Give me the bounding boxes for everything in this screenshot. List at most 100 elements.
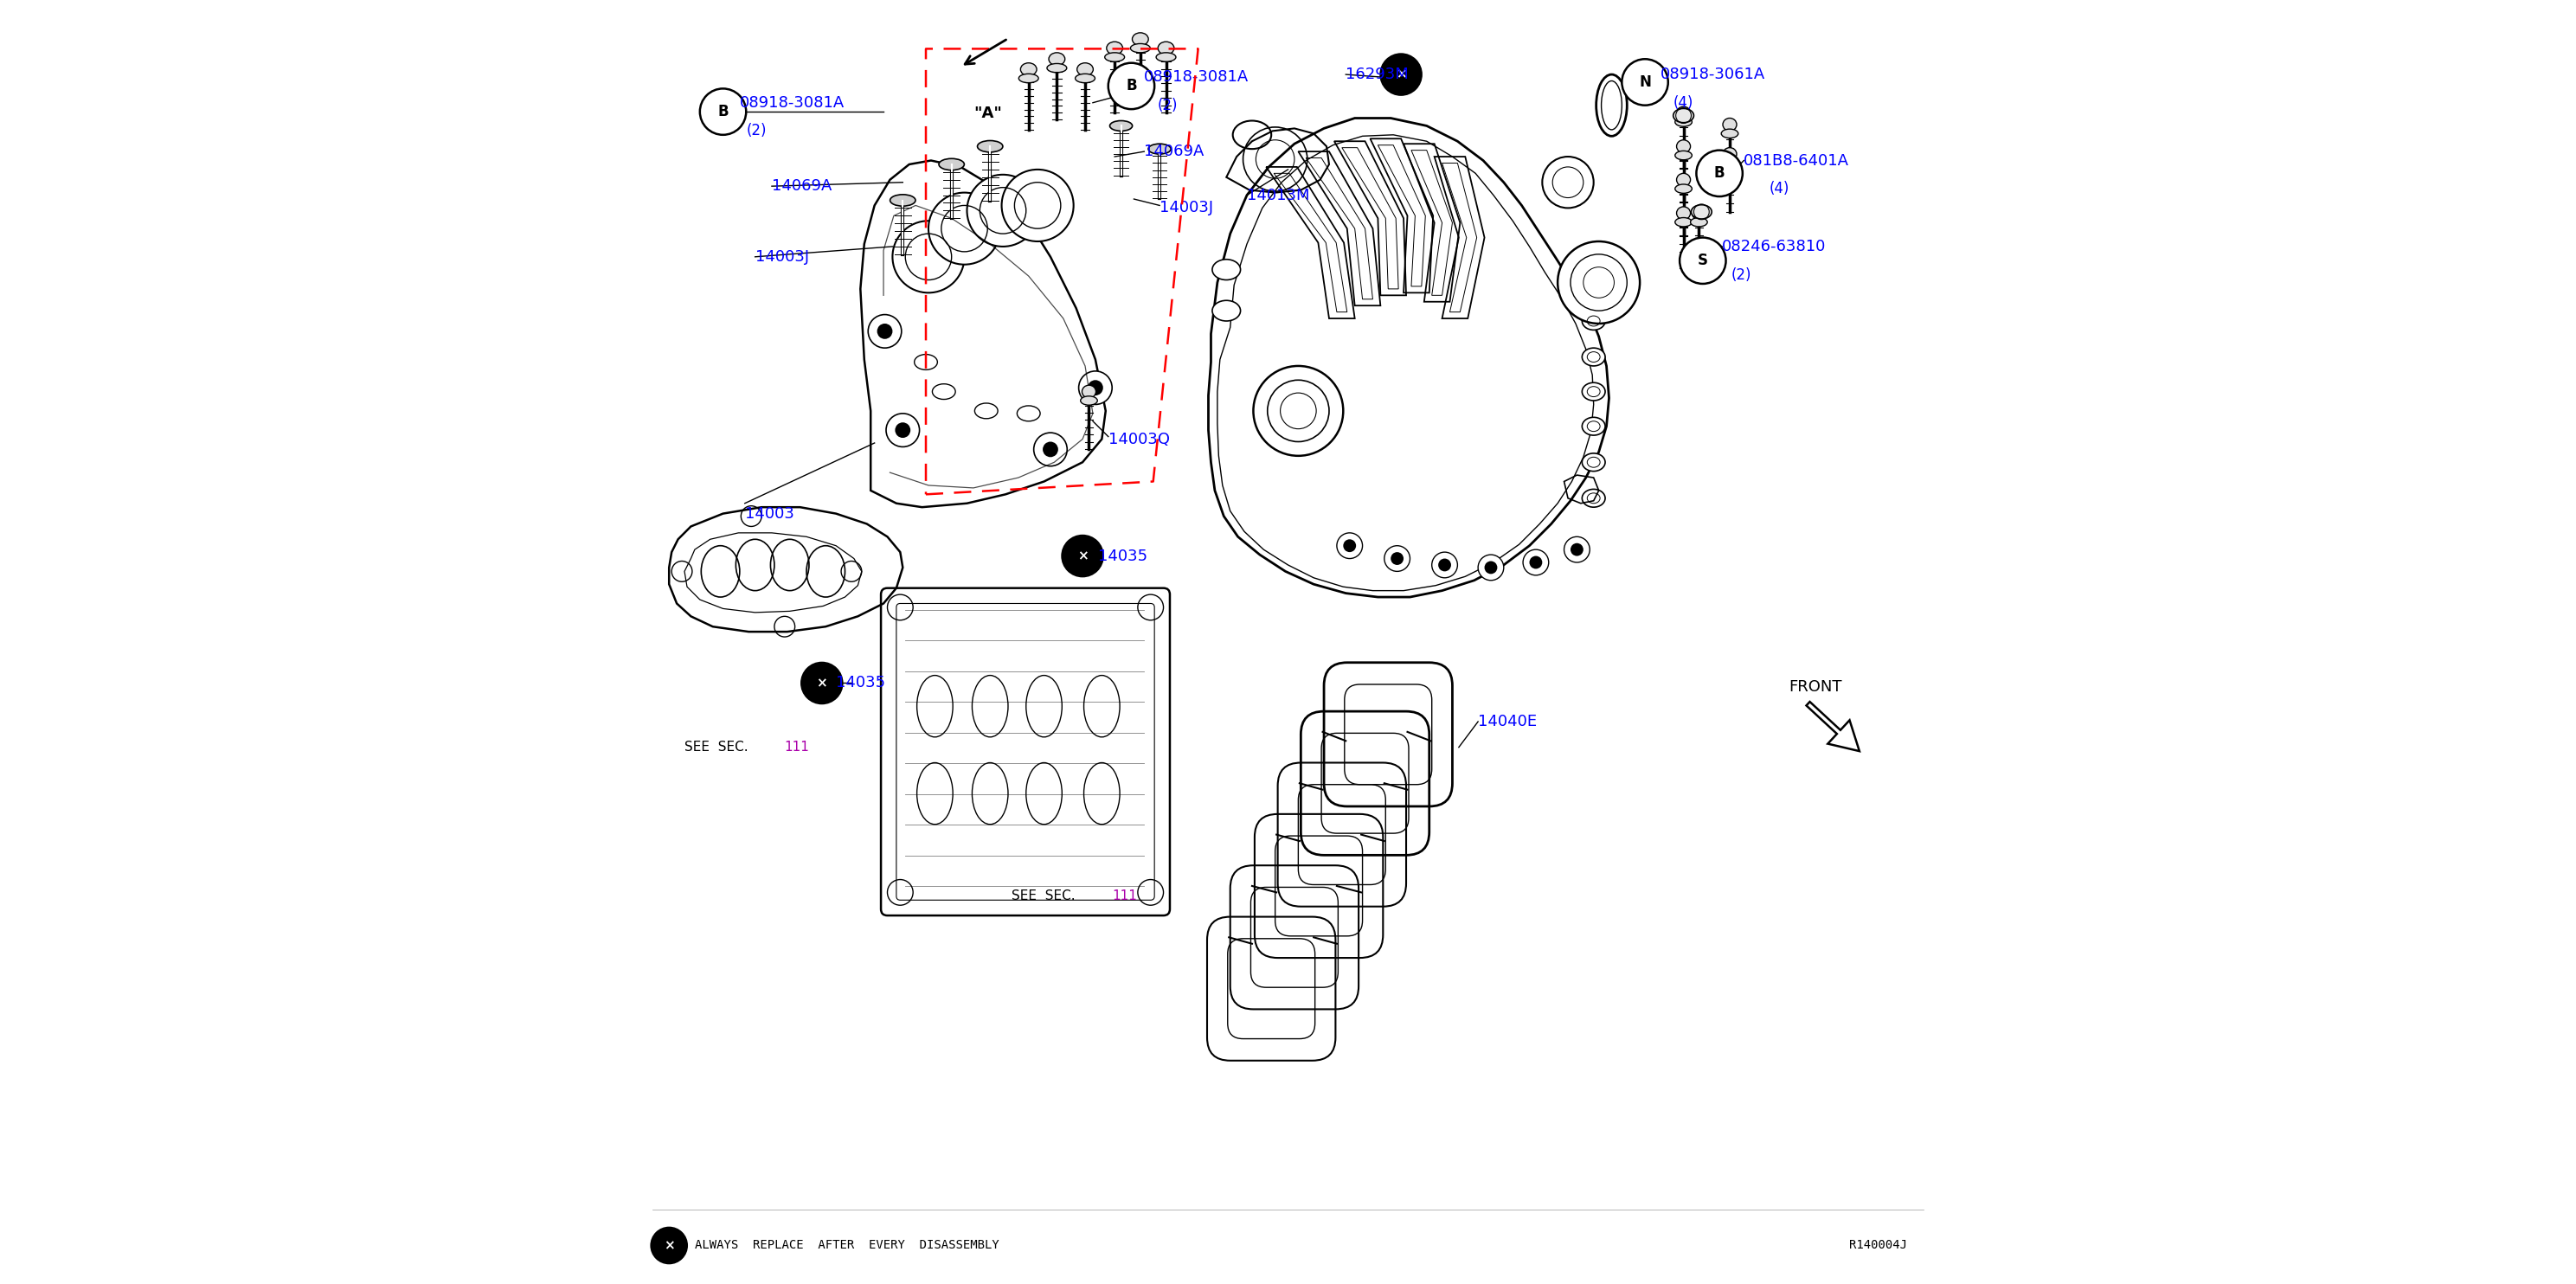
Circle shape [1558, 241, 1641, 324]
Ellipse shape [1677, 107, 1690, 119]
Circle shape [652, 1228, 688, 1263]
Ellipse shape [1105, 53, 1126, 62]
Text: 081B8-6401A: 081B8-6401A [1744, 153, 1850, 168]
Text: 14013M: 14013M [1247, 187, 1309, 203]
Ellipse shape [1677, 140, 1690, 153]
Ellipse shape [1674, 218, 1692, 227]
Circle shape [966, 175, 1038, 247]
Circle shape [894, 422, 909, 438]
Circle shape [1564, 537, 1589, 562]
Ellipse shape [1082, 385, 1095, 398]
Circle shape [701, 89, 747, 135]
Circle shape [1002, 169, 1074, 241]
Text: 14003J: 14003J [755, 249, 809, 265]
Ellipse shape [974, 403, 997, 419]
Text: 14003Q: 14003Q [1108, 431, 1170, 447]
Circle shape [1087, 380, 1103, 395]
Ellipse shape [1674, 109, 1695, 123]
Circle shape [1079, 371, 1113, 404]
Ellipse shape [976, 140, 1002, 153]
Ellipse shape [1213, 300, 1242, 321]
Ellipse shape [1131, 44, 1151, 53]
Circle shape [1698, 150, 1741, 196]
Ellipse shape [1046, 63, 1066, 72]
Text: 16293M: 16293M [1345, 67, 1409, 82]
Ellipse shape [1723, 148, 1736, 160]
Text: ×: × [1396, 68, 1406, 81]
Circle shape [1437, 559, 1450, 571]
Circle shape [876, 324, 891, 339]
Text: ALWAYS  REPLACE  AFTER  EVERY  DISASSEMBLY: ALWAYS REPLACE AFTER EVERY DISASSEMBLY [696, 1239, 999, 1252]
Ellipse shape [914, 354, 938, 370]
Ellipse shape [1077, 63, 1092, 76]
Ellipse shape [1157, 53, 1175, 62]
Circle shape [1522, 550, 1548, 575]
Text: 14069A: 14069A [1144, 144, 1203, 159]
Text: 14040E: 14040E [1479, 714, 1538, 729]
Circle shape [1381, 54, 1422, 95]
Ellipse shape [933, 384, 956, 399]
Text: (2): (2) [747, 123, 768, 139]
Circle shape [1383, 546, 1409, 571]
Circle shape [886, 413, 920, 447]
Text: 14035: 14035 [837, 675, 886, 691]
Text: SEE  SEC.: SEE SEC. [1012, 890, 1077, 903]
Ellipse shape [1723, 118, 1736, 131]
Text: (2): (2) [1731, 267, 1752, 282]
Circle shape [1342, 539, 1355, 552]
Circle shape [1043, 442, 1059, 457]
Text: 111: 111 [786, 741, 809, 754]
Circle shape [1391, 552, 1404, 565]
Circle shape [1108, 63, 1154, 109]
Text: ×: × [665, 1239, 675, 1252]
Circle shape [1255, 366, 1342, 456]
Ellipse shape [891, 194, 914, 207]
Ellipse shape [1692, 205, 1713, 220]
Text: B: B [719, 104, 729, 119]
Ellipse shape [1048, 53, 1064, 65]
Ellipse shape [1018, 74, 1038, 82]
Ellipse shape [1159, 41, 1175, 55]
Ellipse shape [1108, 41, 1123, 55]
Text: R140004J: R140004J [1850, 1239, 1906, 1252]
Ellipse shape [1079, 395, 1097, 406]
Ellipse shape [1690, 218, 1708, 227]
Ellipse shape [1677, 173, 1690, 186]
Ellipse shape [1677, 207, 1690, 220]
Circle shape [868, 315, 902, 348]
Ellipse shape [1674, 185, 1692, 193]
Text: 08246-63810: 08246-63810 [1721, 239, 1826, 254]
Circle shape [891, 221, 963, 293]
Ellipse shape [1674, 118, 1692, 127]
Circle shape [1623, 59, 1669, 105]
Text: B: B [1126, 78, 1136, 94]
Ellipse shape [1149, 144, 1172, 154]
Ellipse shape [1721, 159, 1739, 168]
Ellipse shape [1213, 259, 1242, 280]
Text: (2): (2) [1157, 98, 1177, 113]
Ellipse shape [1582, 417, 1605, 435]
Text: 14003: 14003 [744, 506, 793, 521]
Text: SEE  SEC.: SEE SEC. [685, 741, 747, 754]
Text: "A": "A" [974, 105, 1002, 121]
Text: 111: 111 [1113, 890, 1136, 903]
Text: B: B [1713, 166, 1726, 181]
Circle shape [1061, 535, 1103, 577]
Ellipse shape [1110, 121, 1133, 131]
FancyArrow shape [1806, 702, 1860, 751]
Text: FRONT: FRONT [1788, 679, 1842, 695]
Text: 14069A: 14069A [773, 178, 832, 194]
Circle shape [1484, 561, 1497, 574]
Ellipse shape [1721, 130, 1739, 139]
Ellipse shape [938, 159, 963, 171]
Text: ×: × [1077, 550, 1087, 562]
Circle shape [1337, 533, 1363, 559]
Ellipse shape [1582, 489, 1605, 507]
Circle shape [927, 193, 999, 265]
Ellipse shape [1074, 74, 1095, 82]
Ellipse shape [1018, 406, 1041, 421]
Text: 08918-3081A: 08918-3081A [739, 95, 845, 110]
Ellipse shape [1582, 312, 1605, 330]
Circle shape [1033, 433, 1066, 466]
Circle shape [1680, 238, 1726, 284]
